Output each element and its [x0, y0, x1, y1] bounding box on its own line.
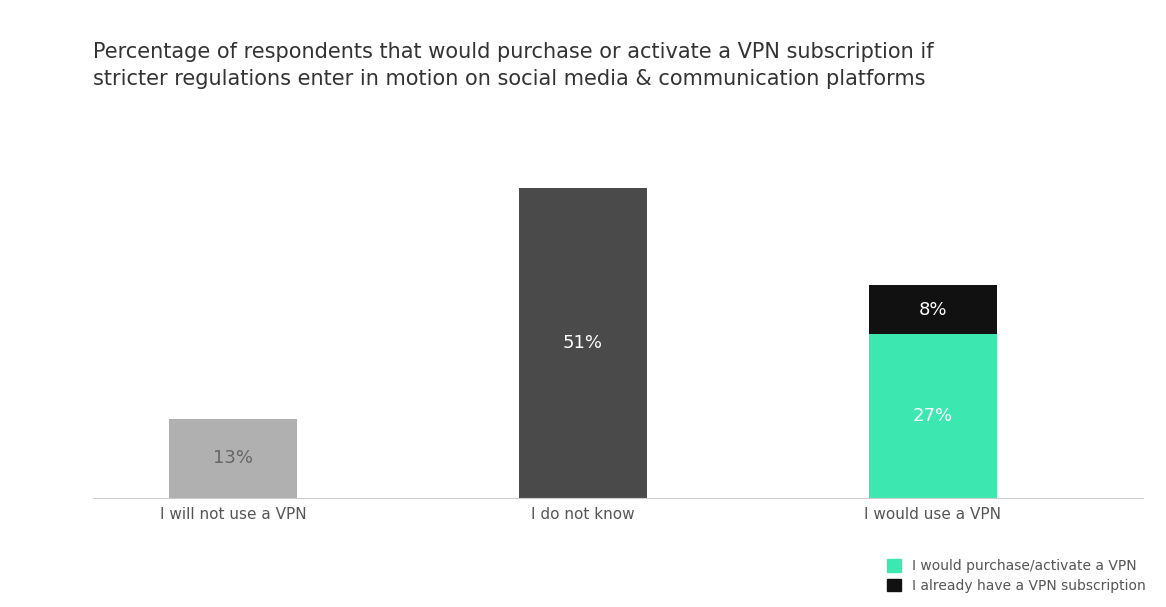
Text: 27%: 27%	[913, 407, 953, 425]
Text: 13%: 13%	[213, 449, 253, 467]
Text: 8%: 8%	[919, 300, 947, 319]
Bar	[869, 285, 997, 334]
Bar	[869, 334, 997, 498]
Bar	[169, 419, 297, 498]
Text: 51%: 51%	[563, 334, 603, 352]
Legend: I would purchase/activate a VPN, I already have a VPN subscription: I would purchase/activate a VPN, I alrea…	[887, 559, 1146, 593]
Bar	[519, 188, 647, 498]
Text: Percentage of respondents that would purchase or activate a VPN subscription if
: Percentage of respondents that would pur…	[93, 42, 934, 89]
